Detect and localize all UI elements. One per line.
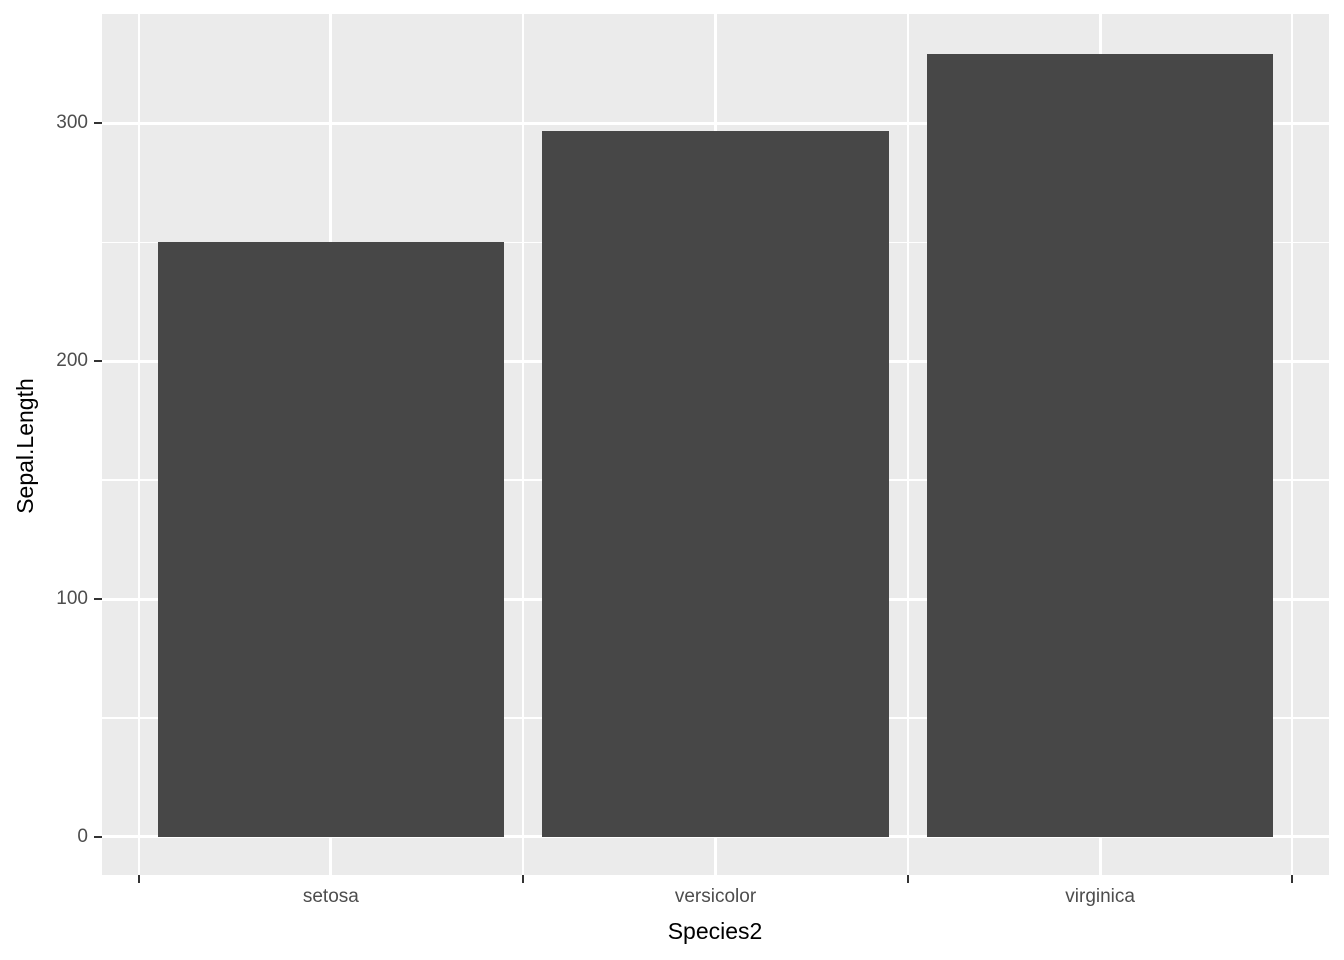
gridline-minor-vertical bbox=[906, 14, 909, 875]
y-tick-label: 0 bbox=[77, 825, 88, 847]
x-axis-tick bbox=[522, 875, 525, 883]
x-axis-title: Species2 bbox=[667, 918, 763, 944]
gridline-minor-vertical bbox=[522, 14, 525, 875]
bar-virginica bbox=[927, 54, 1274, 837]
y-axis-tick bbox=[94, 122, 102, 125]
bar-versicolor bbox=[542, 130, 889, 837]
gridline-major-horizontal bbox=[102, 835, 1329, 839]
x-axis-tick bbox=[137, 875, 140, 883]
gridline-major-horizontal bbox=[102, 121, 1329, 125]
gridline-minor-vertical bbox=[1291, 14, 1294, 875]
x-category-label: virginica bbox=[1065, 886, 1135, 907]
y-tick-label: 300 bbox=[56, 112, 88, 134]
x-category-label: setosa bbox=[302, 886, 359, 907]
y-axis-tick bbox=[94, 360, 102, 363]
y-axis-title: Sepal.Length bbox=[12, 378, 38, 514]
y-tick-label: 100 bbox=[56, 588, 88, 610]
y-tick-label: 200 bbox=[56, 350, 88, 372]
x-axis-tick bbox=[906, 875, 909, 883]
plot-panel bbox=[102, 14, 1329, 875]
x-category-label: versicolor bbox=[674, 886, 757, 907]
bar-setosa bbox=[157, 242, 504, 837]
y-axis-tick bbox=[94, 835, 102, 838]
gridline-minor-vertical bbox=[137, 14, 140, 875]
y-axis-tick bbox=[94, 598, 102, 601]
x-axis-tick bbox=[1291, 875, 1294, 883]
